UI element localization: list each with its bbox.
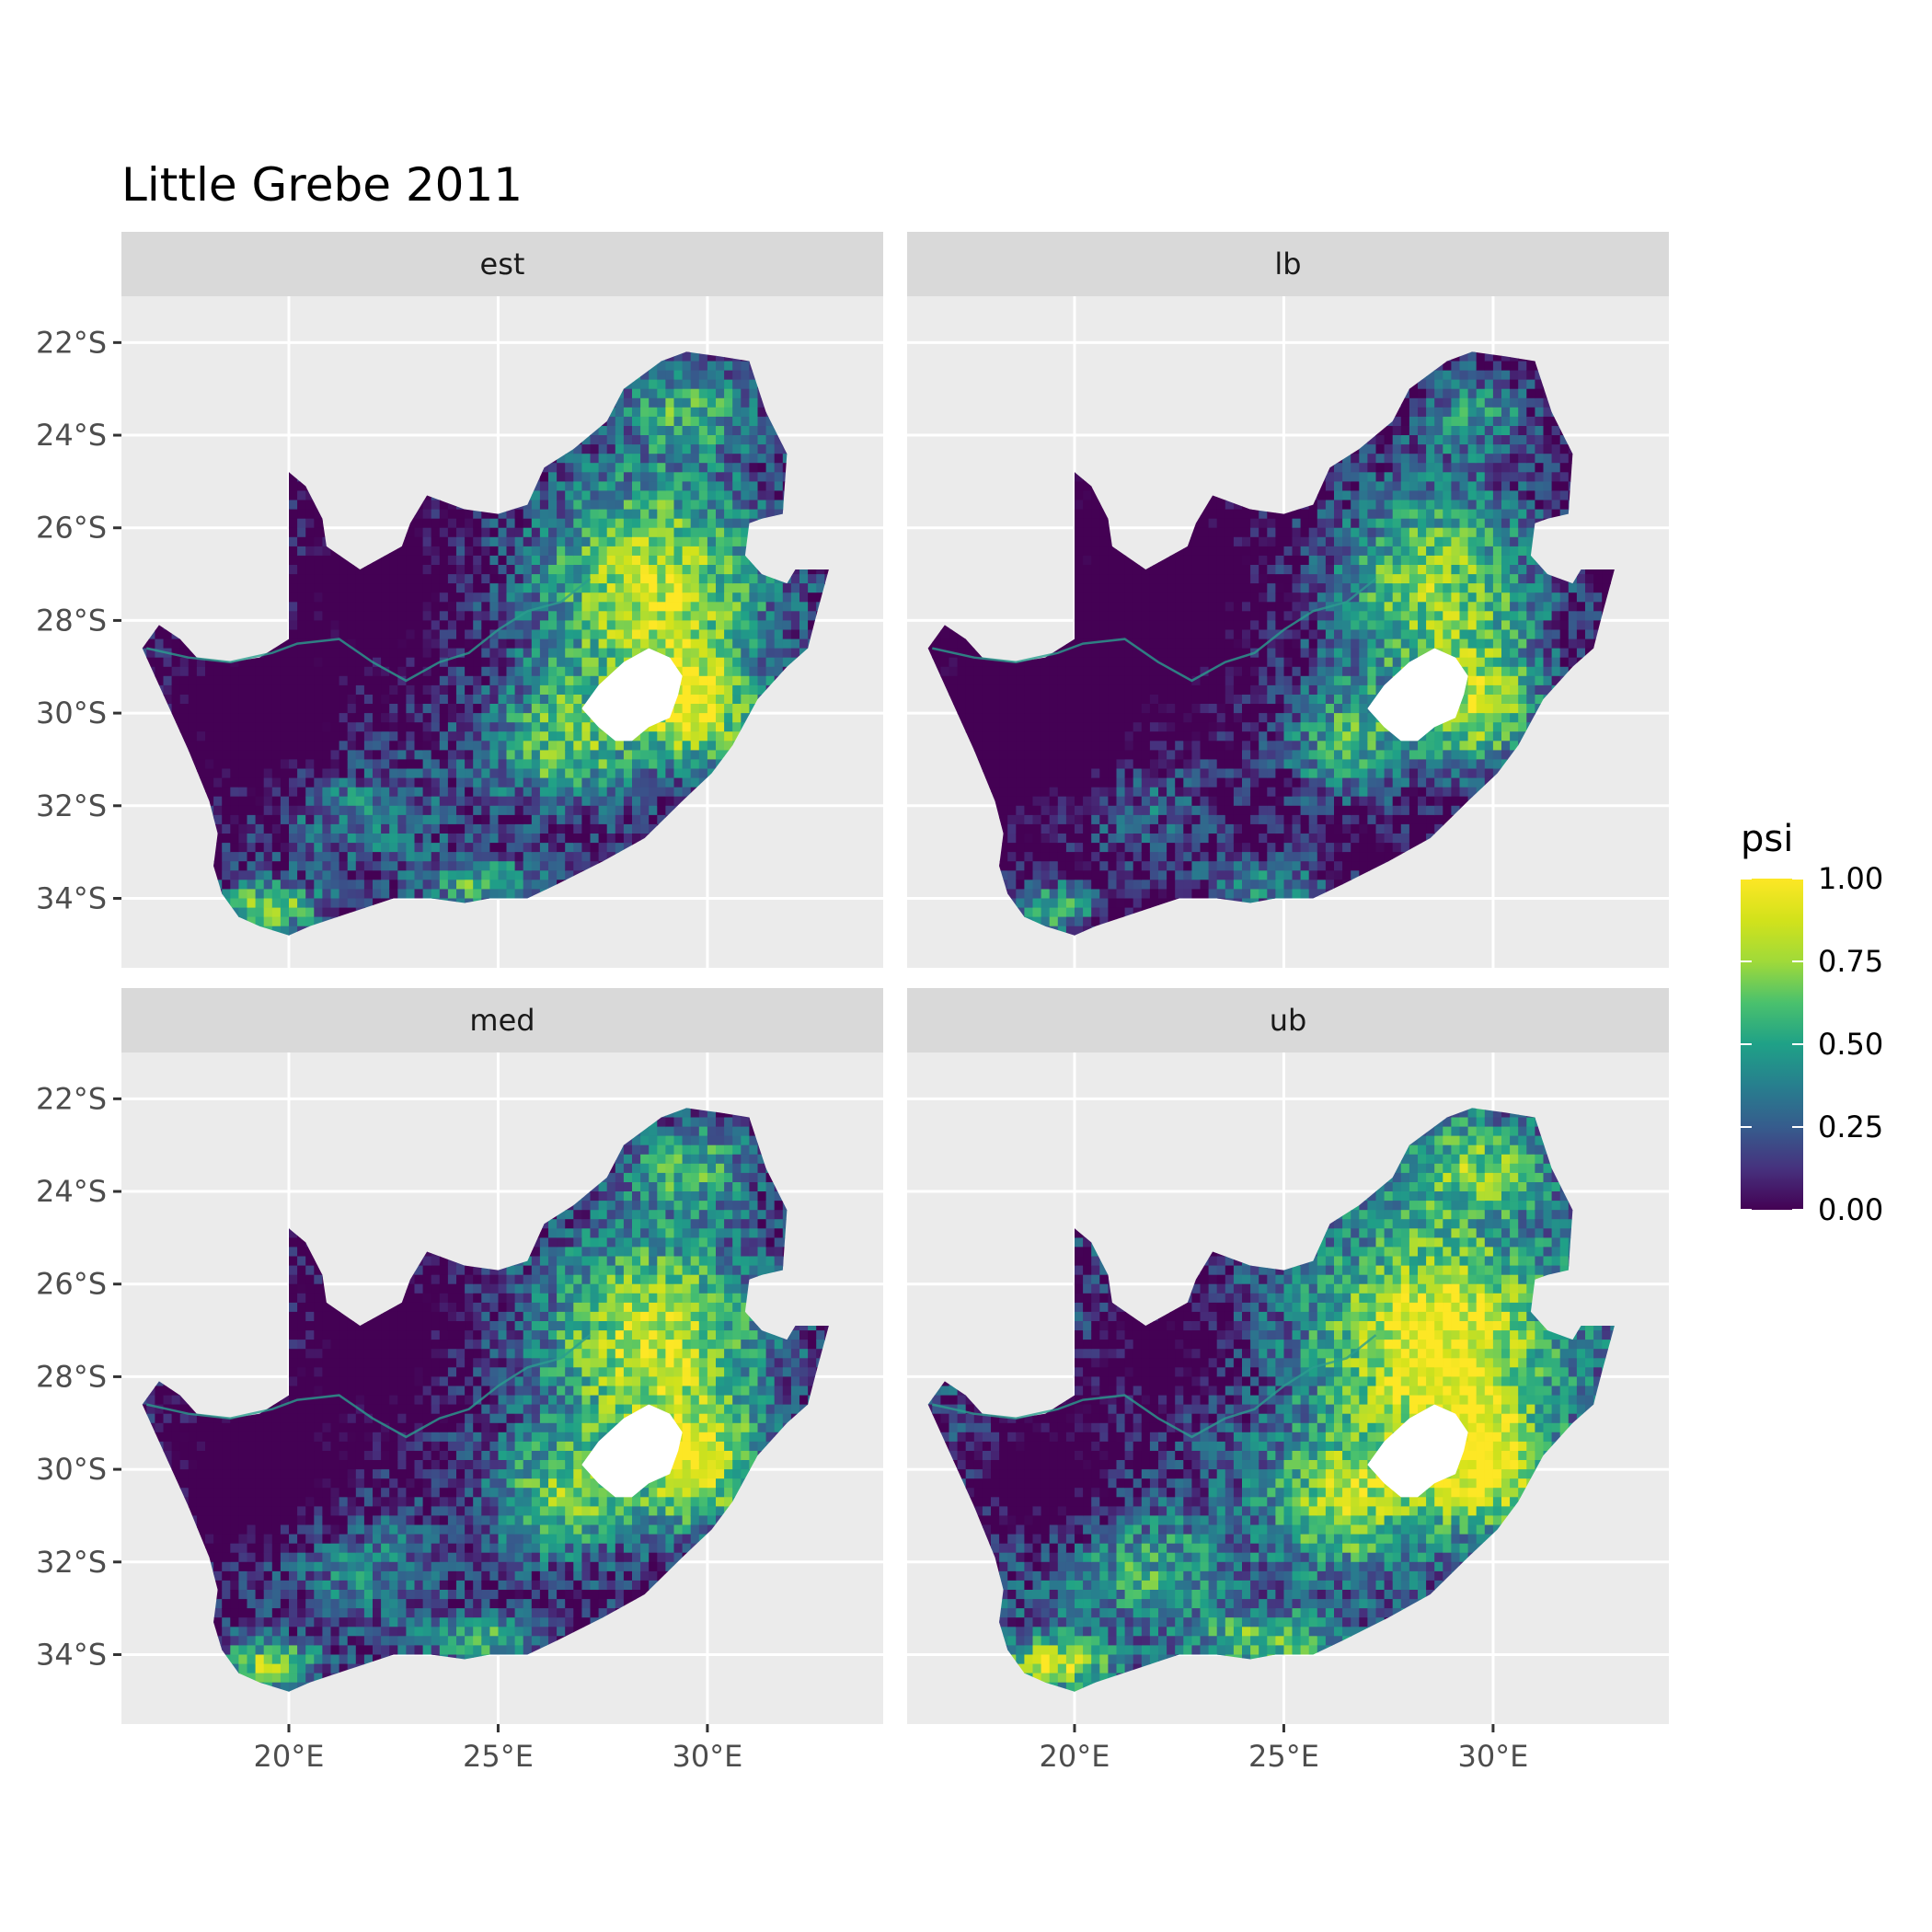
y-tick-label: 30°S [36,696,107,730]
y-tick-label: 24°S [36,1174,107,1209]
y-tick-label: 22°S [36,325,107,360]
legend-break-label: 0.00 [1818,1192,1883,1227]
y-tick-label: 26°S [36,511,107,546]
lesotho-gap [1367,1404,1468,1498]
y-tick-label: 32°S [36,1545,107,1580]
legend-break-label: 0.75 [1818,944,1883,979]
legend-title: psi [1741,818,1793,860]
facet-label: ub [1270,1003,1307,1038]
y-tick-label: 34°S [36,880,107,915]
river-line [932,1334,1377,1439]
facet-panel-est: est 22°S 24°S 26°S 28°S 30°S 32°S 34°S [36,232,883,968]
legend-break-label: 0.25 [1818,1110,1883,1144]
x-tick-label: 25°E [463,1739,534,1774]
facet-strip [121,988,883,1052]
y-tick-label: 30°S [36,1452,107,1487]
x-tick-label: 30°E [1457,1739,1528,1774]
facet-strip [121,232,883,296]
lesotho-gap [1367,648,1468,742]
x-tick-label: 25°E [1248,1739,1319,1774]
axes: 20°E 25°E 30°E [1040,1724,1528,1774]
legend-break-label: 1.00 [1818,861,1883,896]
plot-title: Little Grebe 2011 [121,158,523,212]
facet-label: med [469,1003,535,1038]
x-tick-label: 20°E [254,1739,325,1774]
legend: psi 1.00 0.75 0.50 0.25 0.00 [1741,818,1883,1227]
river-line [932,578,1377,683]
y-tick-label: 26°S [36,1267,107,1302]
y-tick-label: 28°S [36,1359,107,1394]
river-line [146,578,592,683]
lesotho-gap [581,648,683,742]
facet-label: lb [1274,247,1301,282]
facet-strip [907,988,1669,1052]
river-line [146,1334,592,1439]
facet-panels: est 22°S 24°S 26°S 28°S 30°S 32°S 34°S lb med 22°S… [36,232,1669,1774]
y-tick-label: 28°S [36,603,107,638]
facet-strip [907,232,1669,296]
x-tick-label: 20°E [1040,1739,1110,1774]
axes: 22°S 24°S 26°S 28°S 30°S 32°S 34°S [36,325,121,915]
x-tick-label: 30°E [672,1739,742,1774]
facet-panel-lb: lb [907,232,1669,968]
y-tick-label: 24°S [36,418,107,453]
facet-panel-ub: ub 20°E 25°E 30°E [907,988,1669,1774]
lesotho-gap [581,1404,683,1498]
axes: 22°S 24°S 26°S 28°S 30°S 32°S 34°S 20°E 25°E 30°E [36,1081,742,1774]
y-tick-label: 32°S [36,788,107,823]
facet-panel-med: med 22°S 24°S 26°S 28°S 30°S 32°S 34°S 20°E 25°E 3… [36,988,883,1774]
y-tick-label: 34°S [36,1637,107,1672]
legend-break-label: 0.50 [1818,1027,1883,1062]
legend-ticks: 1.00 0.75 0.50 0.25 0.00 [1741,861,1883,1227]
y-tick-label: 22°S [36,1081,107,1116]
facet-label: est [480,247,525,282]
